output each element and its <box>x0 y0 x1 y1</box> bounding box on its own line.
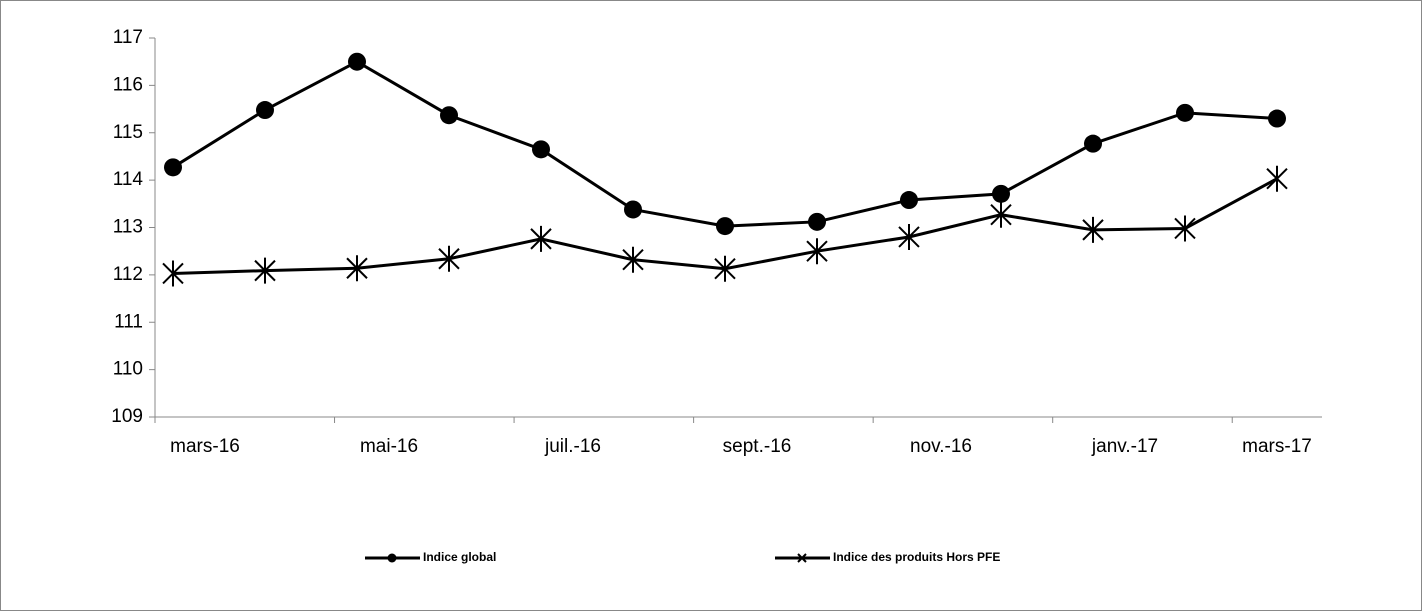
legend-marker <box>797 553 807 563</box>
y-tick-label: 112 <box>113 264 143 285</box>
y-tick-label: 113 <box>113 217 143 238</box>
legend-label: Indice des produits Hors PFE <box>833 550 1000 564</box>
marker <box>530 225 552 252</box>
y-tick-label: 115 <box>113 122 143 143</box>
x-tick-label: janv.-17 <box>1091 436 1158 457</box>
y-tick-label: 117 <box>113 27 143 48</box>
legend-item: Indice global <box>365 550 496 564</box>
y-tick-label: 109 <box>111 406 143 427</box>
marker <box>1084 134 1102 153</box>
legend-marker <box>387 553 397 563</box>
marker <box>716 217 734 236</box>
marker <box>348 52 366 71</box>
marker <box>900 191 918 210</box>
marker <box>164 158 182 177</box>
x-tick-label: mai-16 <box>360 436 418 457</box>
marker <box>162 260 184 287</box>
marker <box>256 101 274 120</box>
x-tick-label: sept.-16 <box>723 436 792 457</box>
marker <box>624 200 642 219</box>
legend-item: Indice des produits Hors PFE <box>775 550 1000 564</box>
marker <box>808 212 826 231</box>
marker <box>1268 109 1286 128</box>
marker <box>806 238 828 265</box>
legend-label: Indice global <box>423 550 496 564</box>
marker <box>346 255 368 282</box>
x-tick-label: juil.-16 <box>544 436 601 457</box>
y-tick-label: 116 <box>113 74 143 95</box>
marker <box>440 106 458 125</box>
marker <box>898 223 920 250</box>
marker <box>438 245 460 272</box>
y-tick-label: 110 <box>113 359 143 380</box>
x-tick-label: mars-17 <box>1242 436 1312 457</box>
marker <box>1174 215 1196 242</box>
marker <box>714 255 736 282</box>
y-tick-label: 111 <box>114 311 143 332</box>
marker <box>992 184 1010 203</box>
y-tick-label: 114 <box>113 169 144 190</box>
marker <box>990 201 1012 228</box>
x-tick-label: mars-16 <box>170 436 240 457</box>
marker <box>1176 103 1194 122</box>
x-tick-label: nov.-16 <box>910 436 972 457</box>
marker <box>532 140 550 159</box>
marker <box>1266 165 1288 192</box>
marker <box>622 246 644 273</box>
marker <box>254 257 276 284</box>
marker <box>1082 216 1104 243</box>
